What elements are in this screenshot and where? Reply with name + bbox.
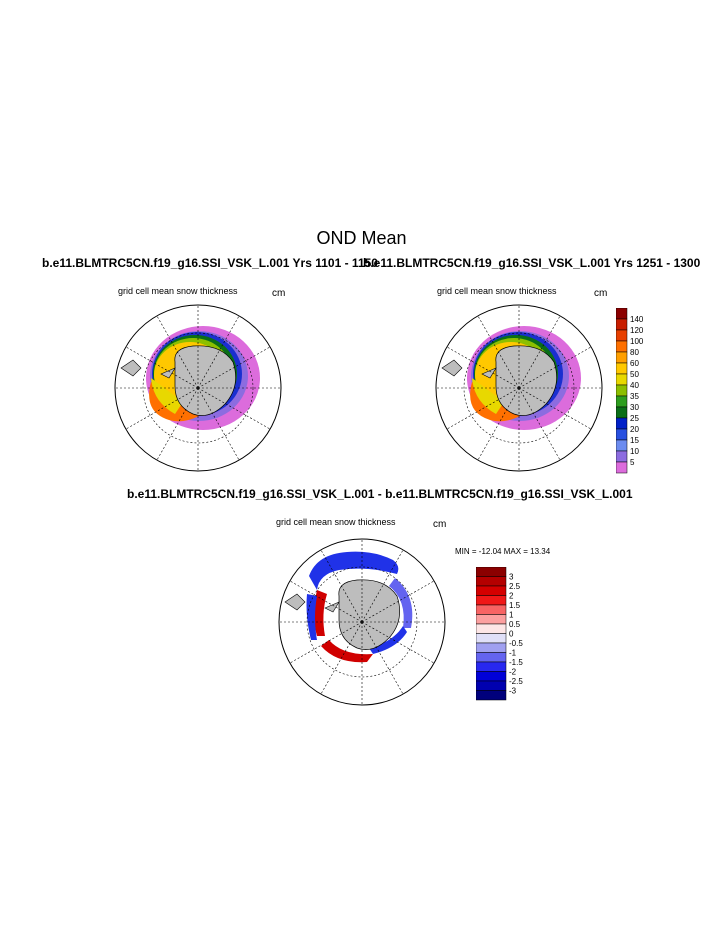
colorbar-abs-label-0: 140 xyxy=(630,315,644,324)
colorbar-diff-box-5 xyxy=(476,614,507,625)
colorbar-diff-box-7 xyxy=(476,633,507,644)
colorbar-diff-label-9: -1.5 xyxy=(509,658,523,667)
colorbar-abs-box-4 xyxy=(616,351,628,364)
colorbar-diff-box-2 xyxy=(476,585,507,596)
colorbar-diff-label-12: -3 xyxy=(509,687,517,696)
colorbar-diff-box-8 xyxy=(476,642,507,653)
colorbar-diff-label-5: 0.5 xyxy=(509,620,521,629)
colorbar-diff-label-6: 0 xyxy=(509,630,514,639)
colorbar-diff-label-10: -2 xyxy=(509,668,517,677)
panel-1-field-label: grid cell mean snow thickness xyxy=(118,286,238,296)
panel-3-field-label: grid cell mean snow thickness xyxy=(276,517,396,527)
panel-2-antarctica xyxy=(495,345,557,416)
colorbar-abs-label-12: 10 xyxy=(630,447,639,456)
colorbar-diff-label-11: -2.5 xyxy=(509,677,523,686)
colorbar-diff-label-2: 2 xyxy=(509,592,514,601)
colorbar-abs-box-3 xyxy=(616,340,628,353)
colorbar-abs-label-1: 120 xyxy=(630,326,644,335)
panel-1-units: cm xyxy=(272,288,286,299)
colorbar-diff-label-0: 3 xyxy=(509,573,514,582)
colorbar-diff-label-1: 2.5 xyxy=(509,582,521,591)
panel-3-units: cm xyxy=(433,519,447,530)
colorbar-abs-box-11 xyxy=(616,428,628,441)
colorbar-abs-box-14 xyxy=(616,461,628,474)
panel-3-polar-map xyxy=(278,538,446,706)
colorbar-abs-box-7 xyxy=(616,384,628,397)
panel-2-units: cm xyxy=(594,288,608,299)
colorbar-abs-label-7: 35 xyxy=(630,392,639,401)
colorbar-abs-box-8 xyxy=(616,395,628,408)
panel-3-run-title: b.e11.BLMTRC5CN.f19_g16.SSI_VSK_L.001 - … xyxy=(127,487,633,501)
colorbar-diff-box-0 xyxy=(476,567,507,577)
colorbar-abs-label-2: 100 xyxy=(630,337,644,346)
colorbar-abs-box-10 xyxy=(616,417,628,430)
colorbar-abs-box-1 xyxy=(616,318,628,331)
colorbar-diff-box-4 xyxy=(476,604,507,615)
colorbar-diff-label-7: -0.5 xyxy=(509,639,523,648)
colorbar-diff-box-10 xyxy=(476,661,507,672)
colorbar-diff-box-12 xyxy=(476,680,507,691)
panel-2-field-label: grid cell mean snow thickness xyxy=(437,286,557,296)
min-max-label: MIN = -12.04 MAX = 13.34 xyxy=(455,547,551,556)
panel-3-antarctica xyxy=(338,579,400,650)
colorbar-diff-box-9 xyxy=(476,652,507,663)
colorbar-diff-box-13 xyxy=(476,690,507,701)
colorbar-abs-label-9: 25 xyxy=(630,414,639,423)
colorbar-diff: 32.521.510.50-0.5-1-1.5-2-2.5-3 xyxy=(476,567,523,701)
page-title: OND Mean xyxy=(316,228,407,248)
panel-3-anomaly-south xyxy=(321,640,373,663)
colorbar-diff-box-3 xyxy=(476,595,507,606)
colorbar-diff-label-3: 1.5 xyxy=(509,601,521,610)
colorbar-diff-box-6 xyxy=(476,623,507,634)
colorbar-abs-box-13 xyxy=(616,450,628,463)
panel-1-polar-map xyxy=(114,304,282,472)
colorbar-abs-box-9 xyxy=(616,406,628,419)
panel-3-anomaly-north xyxy=(309,551,399,590)
panel-2-run-title: b.e11.BLMTRC5CN.f19_g16.SSI_VSK_L.001 Yr… xyxy=(363,256,701,270)
colorbar-abs-label-3: 80 xyxy=(630,348,639,357)
colorbar-abs: 140 120 100 80 60 50 40 35 30 25 20 15 10 5 xyxy=(616,308,644,474)
colorbar-abs-box-0 xyxy=(616,308,628,320)
colorbar-abs-label-4: 60 xyxy=(630,359,639,368)
colorbar-abs-box-5 xyxy=(616,362,628,375)
colorbar-abs-box-2 xyxy=(616,329,628,342)
colorbar-abs-label-11: 15 xyxy=(630,436,639,445)
colorbar-abs-label-5: 50 xyxy=(630,370,639,379)
colorbar-abs-label-8: 30 xyxy=(630,403,639,412)
colorbar-abs-label-13: 5 xyxy=(630,458,635,467)
panel-2-polar-map xyxy=(435,304,603,472)
colorbar-diff-box-1 xyxy=(476,576,507,587)
colorbar-abs-label-6: 40 xyxy=(630,381,639,390)
colorbar-abs-label-10: 20 xyxy=(630,425,639,434)
colorbar-abs-box-12 xyxy=(616,439,628,452)
colorbar-diff-label-4: 1 xyxy=(509,611,514,620)
panel-1-antarctica xyxy=(174,345,236,416)
panel-1-run-title: b.e11.BLMTRC5CN.f19_g16.SSI_VSK_L.001 Yr… xyxy=(42,256,378,270)
colorbar-diff-box-11 xyxy=(476,671,507,682)
colorbar-abs-box-6 xyxy=(616,373,628,386)
colorbar-diff-label-8: -1 xyxy=(509,649,517,658)
